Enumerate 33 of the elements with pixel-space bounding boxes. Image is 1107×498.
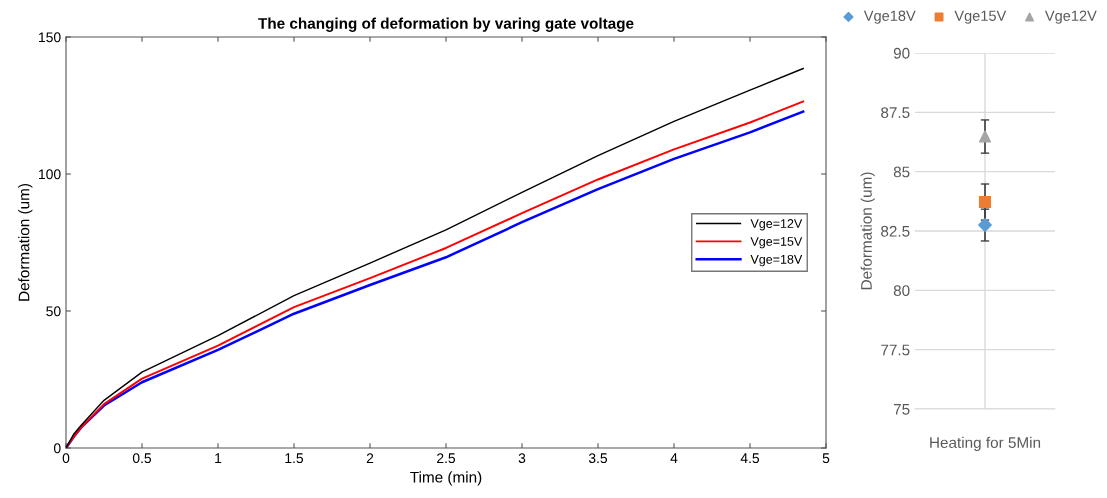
y-tick-label: 80: [893, 285, 910, 297]
legend-label: Vge=18V: [750, 254, 803, 267]
x-tick-label: Heating for 5Min: [930, 436, 1041, 452]
x-tick-label: 3.5: [588, 453, 608, 464]
x-tick-label: 4: [670, 453, 678, 463]
y-tick-label: 85: [893, 166, 910, 178]
y-tick-label: 77.5: [881, 344, 910, 356]
x-tick-label: 4.5: [740, 453, 760, 464]
chart-title: The changing of deformation by varing gate voltage: [258, 17, 634, 32]
y-tick-label: 0: [53, 443, 61, 454]
y-tick-label: 50: [46, 306, 61, 317]
x-tick-label: 0: [62, 453, 70, 464]
y-tick-label: 82.5: [881, 225, 910, 237]
y-tick-label: 150: [39, 32, 61, 43]
x-axis-title: Time (min): [410, 471, 482, 486]
legend-label: Vge12V: [1044, 10, 1097, 24]
y-tick-label: 87.5: [881, 107, 910, 119]
y-axis-title: Deformation (um): [860, 172, 875, 290]
legend-label: Vge=12V: [750, 219, 803, 231]
x-tick-label: 3: [518, 453, 526, 464]
legend-label: Vge15V: [954, 10, 1007, 24]
legend-label: Vge=15V: [750, 237, 803, 249]
x-tick-label: 0.5: [132, 453, 152, 464]
legend-label: Vge18V: [863, 10, 916, 24]
y-axis-title: Deformation (um): [18, 184, 33, 301]
x-tick-label: 1.5: [285, 453, 304, 464]
x-tick-label: 1: [215, 453, 222, 463]
y-tick-label: 100: [39, 169, 61, 180]
x-tick-label: 5: [822, 453, 830, 464]
y-tick-label: 75: [893, 404, 910, 415]
x-tick-label: 2.5: [437, 453, 456, 464]
x-tick-label: 2: [366, 453, 374, 463]
y-tick-label: 90: [893, 47, 910, 59]
